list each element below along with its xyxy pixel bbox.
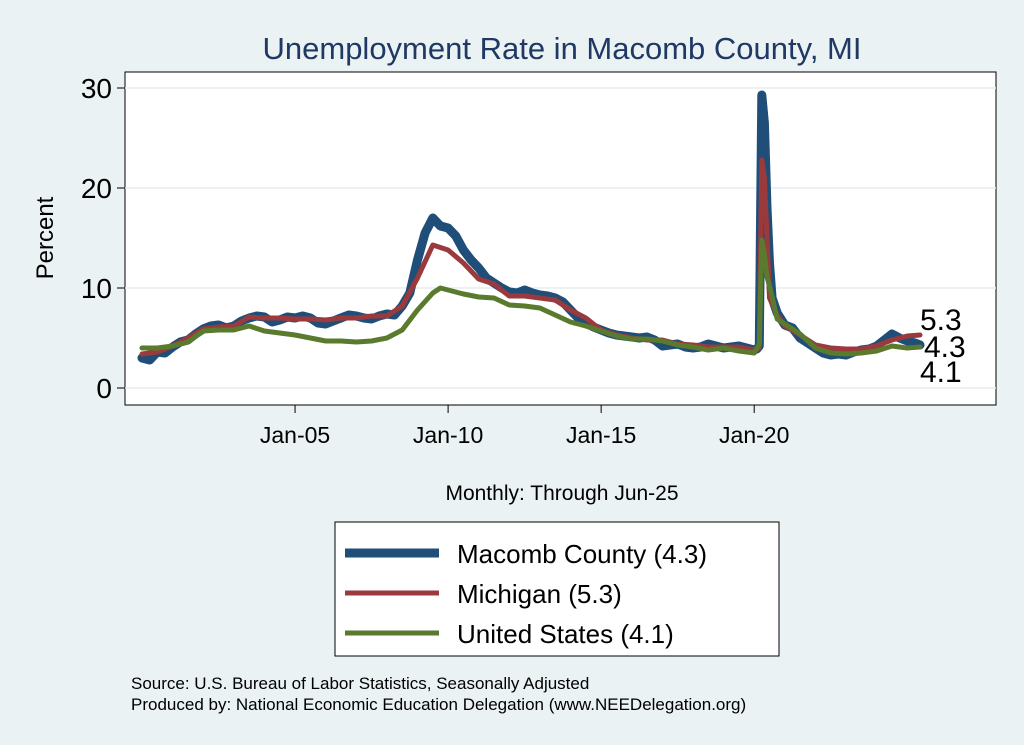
- end-label-michigan: 5.3: [920, 304, 962, 337]
- series-lines: [137, 90, 925, 365]
- chart-title: Unemployment Rate in Macomb County, MI: [263, 31, 862, 66]
- y-tick-label: 30: [81, 73, 112, 104]
- legend: Macomb County (4.3) Michigan (5.3) Unite…: [334, 521, 780, 657]
- gridlines: [125, 87, 996, 389]
- y-tick-label: 20: [81, 173, 112, 204]
- end-label-us: 4.1: [920, 356, 962, 389]
- y-tick-label: 10: [81, 273, 112, 304]
- end-value-labels: 5.3 4.3 4.1: [920, 304, 966, 389]
- x-tick-label: Jan-10: [413, 422, 483, 448]
- plot-area: [124, 71, 997, 406]
- legend-label-us: United States (4.1): [457, 619, 674, 649]
- axes: 0 10 20 30 Jan-05 Jan-10 Jan-15 Jan-20: [81, 73, 790, 448]
- y-tick-label: 0: [96, 373, 112, 404]
- x-tick-label: Jan-05: [260, 422, 330, 448]
- end-label-macomb: 4.3: [924, 331, 966, 364]
- series-line-us: [139, 237, 923, 357]
- legend-label-macomb: Macomb County (4.3): [457, 539, 707, 569]
- y-axis-label: Percent: [32, 196, 59, 279]
- source-note: Source: U.S. Bureau of Labor Statistics,…: [131, 674, 589, 693]
- producer-note: Produced by: National Economic Education…: [131, 695, 746, 714]
- x-tick-label: Jan-20: [719, 422, 789, 448]
- x-tick-label: Jan-15: [566, 422, 636, 448]
- legend-label-michigan: Michigan (5.3): [457, 579, 622, 609]
- x-axis-label: Monthly: Through Jun-25: [445, 482, 678, 505]
